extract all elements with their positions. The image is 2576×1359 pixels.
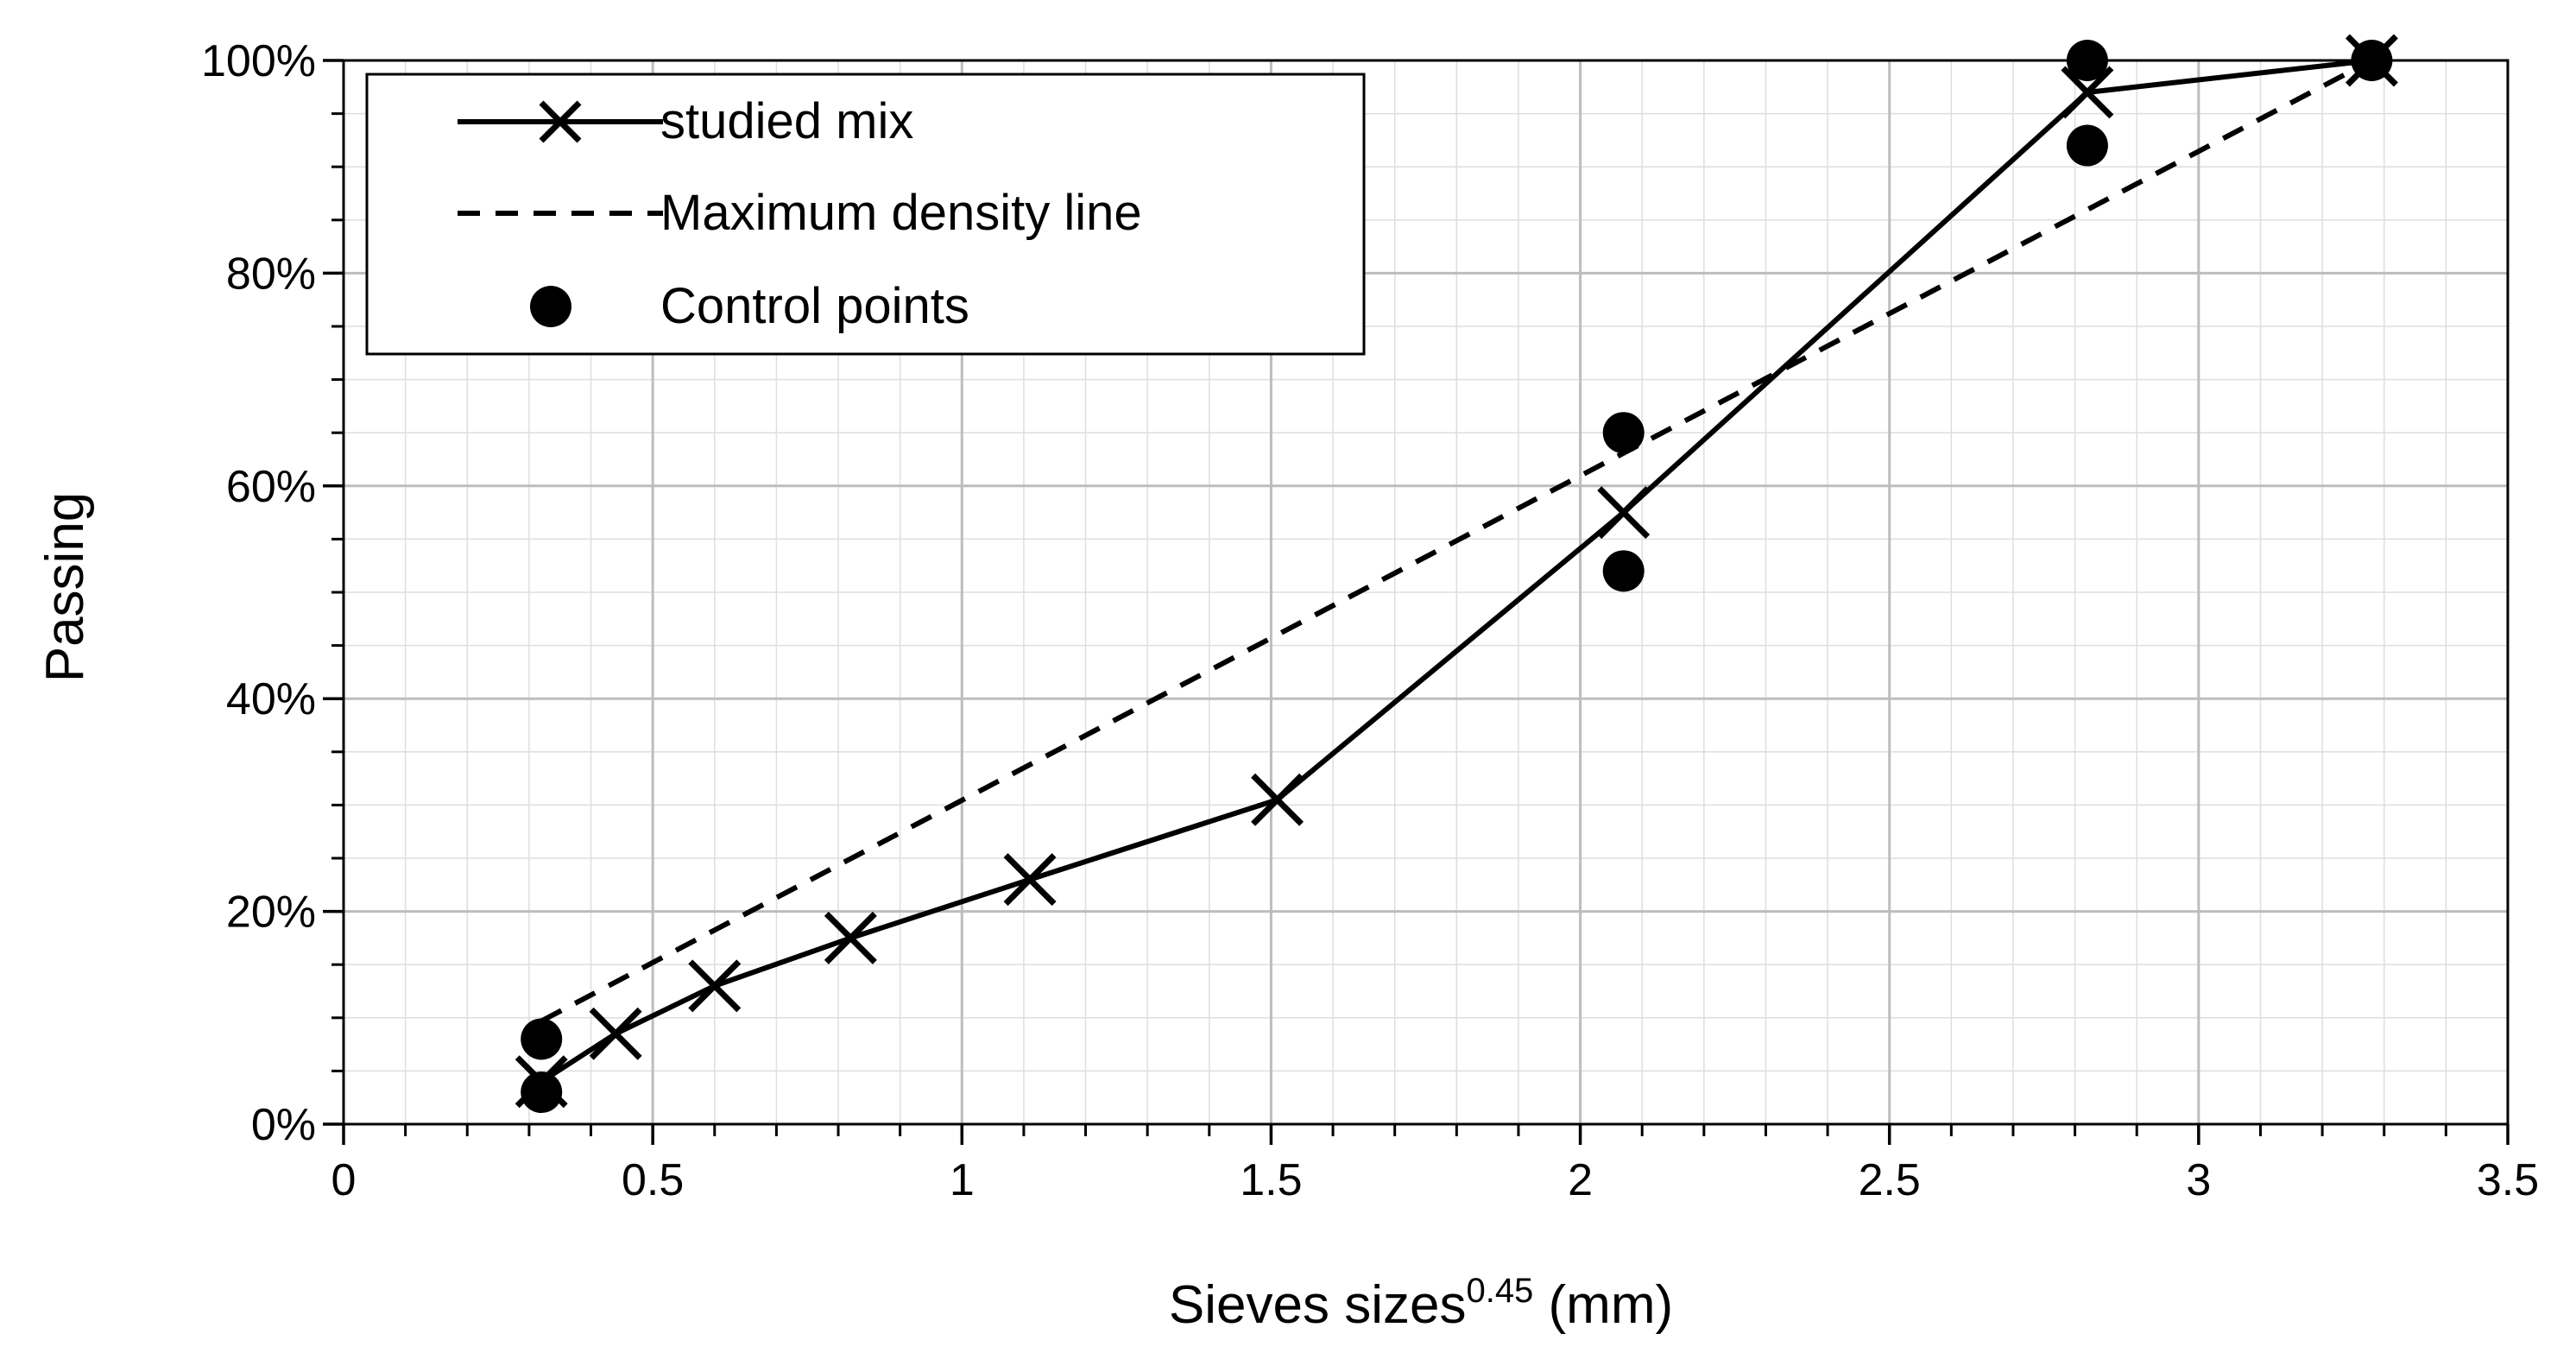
control-point-marker <box>1602 550 1645 592</box>
control-point-marker <box>2351 40 2393 81</box>
legend-label-maximum-density-line: Maximum density line <box>660 185 1142 241</box>
x-marker-stroke <box>824 911 877 964</box>
legend-item-control-points: Control points <box>530 278 969 334</box>
x-marker-stroke <box>1251 773 1304 826</box>
control-point-marker <box>2066 40 2108 81</box>
x-marker-point <box>688 959 742 1013</box>
y-tick-label: 40% <box>226 674 316 724</box>
control-point-marker <box>2066 124 2108 167</box>
x-tick-label: 3.5 <box>2477 1155 2539 1205</box>
legend-item-studied-mix: studied mix <box>458 93 913 149</box>
legend-circle-marker <box>530 286 571 327</box>
x-tick-label: 3 <box>2186 1155 2211 1205</box>
x-tick-label: 0.5 <box>622 1155 684 1205</box>
x-marker-point <box>2061 66 2114 119</box>
legend-x-marker <box>539 100 582 143</box>
legend-item-maximum-density-line: Maximum density line <box>458 185 1142 241</box>
series-line-maximum-density-line <box>540 58 2373 1024</box>
x-tick-label: 1.5 <box>1240 1155 1302 1205</box>
y-axis-title: Passing <box>35 492 95 683</box>
legend-label-studied-mix: studied mix <box>660 93 913 149</box>
x-marker-stroke <box>1003 853 1057 907</box>
x-tick-label: 1 <box>950 1155 975 1205</box>
y-axis-tick-labels: 0% 20% 40% 60% 80% 100% <box>201 36 316 1150</box>
y-tick-label: 80% <box>226 249 316 299</box>
axis-ticks <box>323 59 2510 1145</box>
x-marker-point <box>1003 853 1057 907</box>
x-marker-stroke <box>589 1007 642 1060</box>
y-tick-label: 60% <box>226 462 316 512</box>
x-marker-stroke <box>2061 66 2114 119</box>
x-marker-stroke <box>1597 486 1651 540</box>
y-tick-label: 100% <box>201 36 316 86</box>
x-tick-label: 0 <box>331 1155 357 1205</box>
legend-label-control-points: Control points <box>660 278 969 334</box>
x-marker-point <box>1251 773 1304 826</box>
x-axis-title: Sieves sizes0.45 (mm) <box>1169 1272 1673 1335</box>
x-tick-label: 2.5 <box>1859 1155 1921 1205</box>
x-axis-tick-labels: 0 0.5 1 1.5 2 2.5 3 3.5 <box>331 1155 2540 1205</box>
series-layer <box>515 34 2398 1114</box>
control-point-marker <box>1602 412 1645 454</box>
x-tick-label: 2 <box>1568 1155 1593 1205</box>
y-tick-label: 0% <box>251 1100 316 1150</box>
y-tick-label: 20% <box>226 888 316 938</box>
control-point-marker <box>521 1071 563 1114</box>
series-maximum-density-line <box>540 58 2373 1024</box>
x-axis-title-unit: (mm) <box>1533 1275 1673 1335</box>
x-marker-point <box>589 1007 642 1060</box>
x-marker-point <box>1597 486 1651 540</box>
x-axis-title-exponent: 0.45 <box>1466 1272 1533 1310</box>
x-marker-point <box>824 911 877 964</box>
legend: studied mix Maximum density line Control… <box>365 73 1366 356</box>
control-point-marker <box>521 1018 563 1060</box>
series-control-points <box>521 40 2393 1114</box>
x-marker-stroke <box>688 959 742 1013</box>
x-axis-title-text: Sieves sizes <box>1169 1275 1467 1335</box>
